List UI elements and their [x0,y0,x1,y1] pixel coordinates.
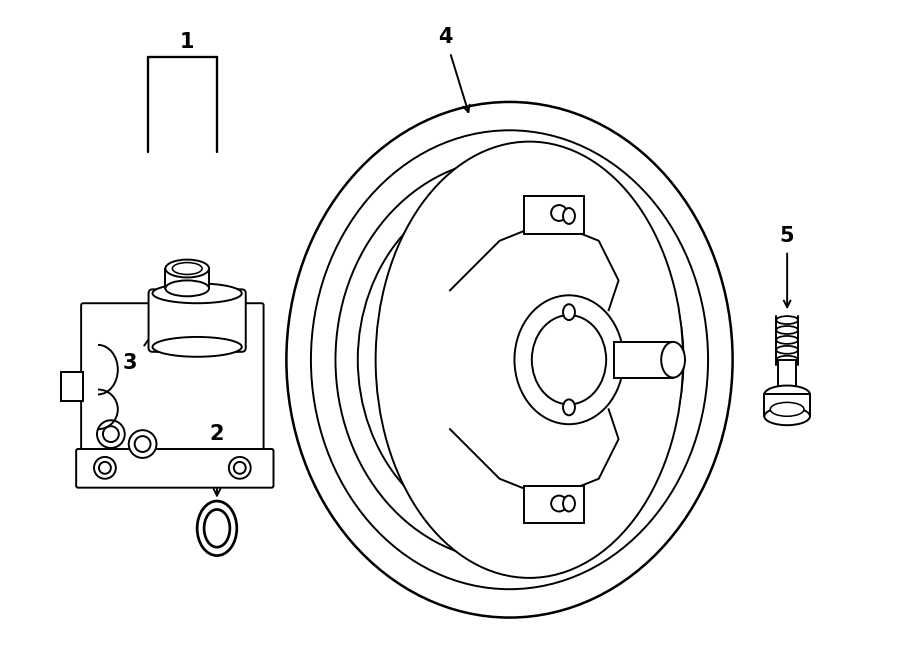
Ellipse shape [103,426,119,442]
Ellipse shape [764,407,810,425]
FancyBboxPatch shape [148,290,246,352]
Bar [764,395,810,416]
Ellipse shape [97,420,125,448]
Text: 3: 3 [122,353,137,373]
Ellipse shape [662,342,685,377]
Ellipse shape [764,385,810,403]
FancyBboxPatch shape [76,449,274,488]
Ellipse shape [234,462,246,474]
Ellipse shape [166,260,209,278]
Ellipse shape [204,510,230,547]
Ellipse shape [770,403,804,416]
Bar [166,268,209,288]
Ellipse shape [166,280,209,296]
Ellipse shape [776,336,798,344]
Ellipse shape [532,315,607,405]
Ellipse shape [129,430,157,458]
Ellipse shape [551,496,567,512]
Text: 1: 1 [180,32,194,52]
Ellipse shape [197,501,237,556]
Ellipse shape [375,141,683,578]
Bar [778,360,796,389]
Ellipse shape [173,262,202,274]
Ellipse shape [563,496,575,512]
Polygon shape [83,295,262,454]
Bar [525,196,584,234]
Text: 5: 5 [779,226,795,246]
Bar [61,371,83,401]
Ellipse shape [776,316,798,324]
Ellipse shape [551,205,567,221]
Ellipse shape [229,457,251,479]
Ellipse shape [152,337,242,357]
Ellipse shape [776,326,798,334]
FancyBboxPatch shape [81,303,264,456]
Ellipse shape [563,399,575,415]
Ellipse shape [515,295,624,424]
Ellipse shape [563,208,575,224]
Text: 4: 4 [437,28,453,48]
Ellipse shape [152,284,242,303]
Ellipse shape [776,356,798,364]
Ellipse shape [563,304,575,320]
Bar [614,342,673,377]
Text: 2: 2 [210,424,224,444]
Ellipse shape [776,346,798,354]
Ellipse shape [99,462,111,474]
Ellipse shape [286,102,733,617]
Ellipse shape [580,352,597,368]
Bar [525,486,584,524]
Ellipse shape [94,457,116,479]
Ellipse shape [135,436,150,452]
